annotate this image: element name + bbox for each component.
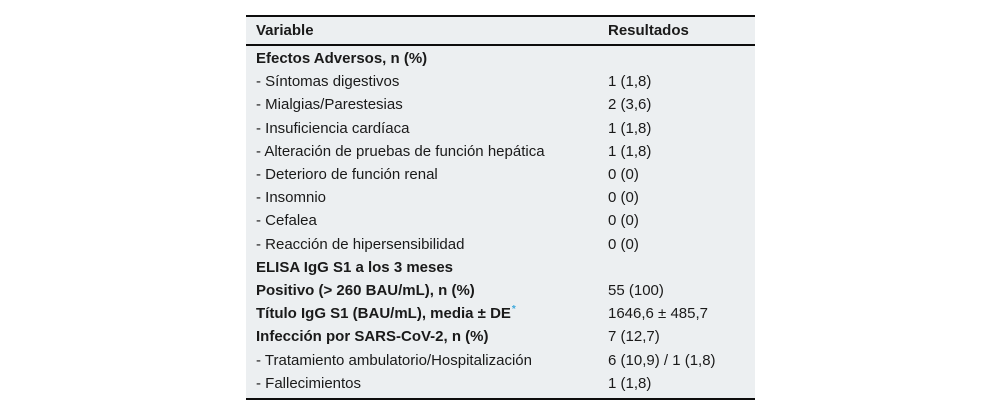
resultado-cell: 0 (0) [608, 235, 639, 253]
resultado-cell: 7 (12,7) [608, 328, 660, 346]
variable-cell: - Insuficiencia cardíaca [256, 119, 410, 137]
table-row: - Deterioro de función renal 0 (0) [246, 163, 755, 186]
table-row: - Síntomas digestivos 1 (1,8) [246, 70, 755, 93]
table-body: Efectos Adversos, n (%) - Síntomas digest… [246, 46, 755, 398]
resultado-cell: 2 (3,6) [608, 96, 652, 114]
resultado-cell: 6 (10,9) / 1 (1,8) [608, 351, 716, 369]
table-row: - Insomnio 0 (0) [246, 186, 755, 209]
resultado-cell: 1 (1,8) [608, 73, 652, 91]
resultado-cell: 1 (1,8) [608, 374, 652, 392]
resultado-cell: 55 (100) [608, 281, 664, 299]
variable-cell: - Fallecimientos [256, 374, 362, 392]
variable-cell: Positivo (> 260 BAU/mL), n (%) [256, 281, 475, 299]
table-row: Infección por SARS-CoV-2, n (%) 7 (12,7) [246, 325, 755, 348]
variable-cell: - Deterioro de función renal [256, 166, 438, 184]
resultado-cell: 1 (1,8) [608, 119, 652, 137]
column-header-variable: Variable [256, 22, 314, 39]
variable-cell: Título IgG S1 (BAU/mL), media ± DE* [256, 304, 516, 323]
variable-cell: - Tratamiento ambulatorio/Hospitalizació… [256, 351, 532, 369]
table-row: - Mialgias/Parestesias 2 (3,6) [246, 93, 755, 116]
variable-cell: Efectos Adversos, n (%) [256, 50, 428, 68]
variable-cell: - Insomnio [256, 189, 327, 207]
table-row: - Cefalea 0 (0) [246, 209, 755, 232]
resultado-cell: 0 (0) [608, 166, 639, 184]
variable-cell: - Cefalea [256, 212, 317, 230]
variable-cell: - Alteración de pruebas de función hepát… [256, 142, 545, 160]
variable-cell: - Mialgias/Parestesias [256, 96, 403, 114]
resultado-cell: 1 (1,8) [608, 142, 652, 160]
resultado-cell: 0 (0) [608, 212, 639, 230]
results-table: Variable Resultados Efectos Adversos, n … [246, 15, 755, 400]
table-row: Efectos Adversos, n (%) [246, 47, 755, 70]
footnote-asterisk[interactable]: * [511, 304, 516, 316]
table-row: - Fallecimientos 1 (1,8) [246, 372, 755, 395]
resultado-cell: 1646,6 ± 485,7 [608, 305, 708, 323]
table-row: - Reacción de hipersensibilidad 0 (0) [246, 233, 755, 256]
table-row: - Tratamiento ambulatorio/Hospitalizació… [246, 348, 755, 371]
variable-cell: Infección por SARS-CoV-2, n (%) [256, 328, 489, 346]
table-header-row: Variable Resultados [246, 17, 755, 46]
variable-cell: - Síntomas digestivos [256, 73, 400, 91]
variable-cell: ELISA IgG S1 a los 3 meses [256, 258, 454, 276]
resultado-cell: 0 (0) [608, 189, 639, 207]
column-header-resultados: Resultados [608, 22, 689, 39]
table-row: Título IgG S1 (BAU/mL), media ± DE* 1646,… [246, 302, 755, 325]
table-row: ELISA IgG S1 a los 3 meses [246, 256, 755, 279]
variable-cell: - Reacción de hipersensibilidad [256, 235, 465, 253]
table-row: - Alteración de pruebas de función hepát… [246, 140, 755, 163]
table-row: Positivo (> 260 BAU/mL), n (%) 55 (100) [246, 279, 755, 302]
table-row: - Insuficiencia cardíaca 1 (1,8) [246, 117, 755, 140]
